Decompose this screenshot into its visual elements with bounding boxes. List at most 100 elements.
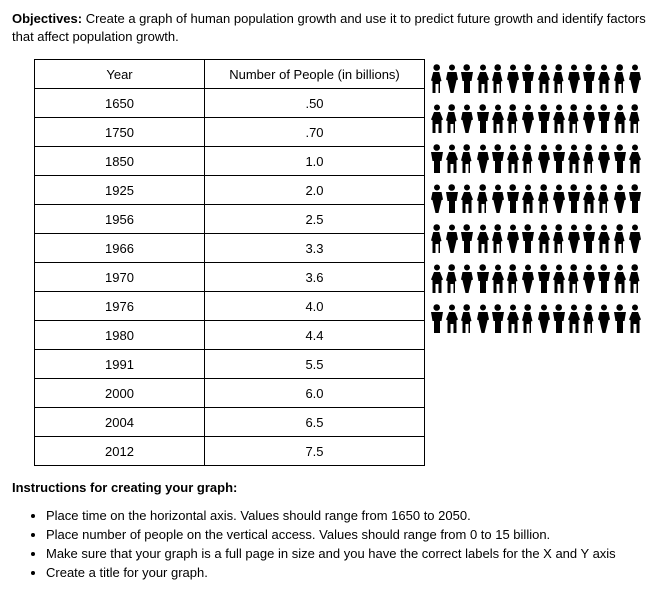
person-icon [568, 179, 580, 217]
person-icon [446, 299, 458, 337]
person-icon [629, 139, 641, 177]
cell-year: 1850 [35, 147, 205, 176]
person-icon [522, 259, 534, 297]
person-icon [431, 259, 443, 297]
objectives-paragraph: Objectives: Create a graph of human popu… [12, 10, 652, 45]
person-icon [553, 259, 565, 297]
person-icon [431, 179, 443, 217]
table-row: 1750.70 [35, 118, 425, 147]
person-icon [507, 299, 519, 337]
person-icon [538, 179, 550, 217]
person-icon [629, 259, 641, 297]
table-row: 19663.3 [35, 234, 425, 263]
person-icon [568, 139, 580, 177]
person-icon [629, 99, 641, 137]
instruction-item: Create a title for your graph. [46, 564, 652, 583]
person-icon [461, 179, 473, 217]
person-icon [522, 139, 534, 177]
person-icon [477, 59, 489, 97]
person-icon [568, 99, 580, 137]
person-icon [492, 139, 504, 177]
person-icon [461, 99, 473, 137]
table-row: 20006.0 [35, 379, 425, 408]
person-icon [507, 59, 519, 97]
objectives-label: Objectives: [12, 11, 82, 26]
person-icon [477, 99, 489, 137]
silhouette-row [431, 259, 641, 297]
person-icon [461, 259, 473, 297]
person-icon [568, 299, 580, 337]
person-icon [614, 99, 626, 137]
table-header-row: Year Number of People (in billions) [35, 60, 425, 89]
table-row: 1650.50 [35, 89, 425, 118]
person-icon [614, 299, 626, 337]
person-icon [477, 259, 489, 297]
person-icon [446, 259, 458, 297]
person-icon [492, 219, 504, 257]
person-icon [492, 299, 504, 337]
cell-year: 1925 [35, 176, 205, 205]
person-icon [461, 219, 473, 257]
person-icon [431, 139, 443, 177]
person-icon [598, 299, 610, 337]
person-icon [568, 59, 580, 97]
person-icon [583, 179, 595, 217]
table-row: 19703.6 [35, 263, 425, 292]
table-row: 19915.5 [35, 350, 425, 379]
person-icon [431, 299, 443, 337]
cell-population: 3.6 [205, 263, 425, 292]
cell-population: 2.5 [205, 205, 425, 234]
person-icon [553, 219, 565, 257]
cell-year: 1991 [35, 350, 205, 379]
person-icon [553, 179, 565, 217]
instruction-item: Place number of people on the vertical a… [46, 526, 652, 545]
person-icon [522, 299, 534, 337]
person-icon [614, 219, 626, 257]
person-icon [477, 179, 489, 217]
col-header-population: Number of People (in billions) [205, 60, 425, 89]
person-icon [583, 59, 595, 97]
cell-year: 1750 [35, 118, 205, 147]
person-icon [538, 139, 550, 177]
table-row: 19804.4 [35, 321, 425, 350]
silhouette-row [431, 219, 641, 257]
person-icon [446, 99, 458, 137]
person-icon [598, 219, 610, 257]
person-icon [461, 299, 473, 337]
person-icon [446, 219, 458, 257]
cell-population: 5.5 [205, 350, 425, 379]
person-icon [553, 99, 565, 137]
person-icon [522, 219, 534, 257]
person-icon [507, 259, 519, 297]
person-icon [538, 99, 550, 137]
cell-population: .50 [205, 89, 425, 118]
person-icon [568, 219, 580, 257]
cell-year: 1956 [35, 205, 205, 234]
person-icon [446, 139, 458, 177]
person-icon [629, 219, 641, 257]
cell-population: 6.5 [205, 408, 425, 437]
cell-year: 1650 [35, 89, 205, 118]
person-icon [522, 99, 534, 137]
cell-population: 3.3 [205, 234, 425, 263]
cell-population: .70 [205, 118, 425, 147]
person-icon [629, 299, 641, 337]
person-icon [598, 179, 610, 217]
cell-population: 4.0 [205, 292, 425, 321]
person-icon [431, 219, 443, 257]
cell-population: 6.0 [205, 379, 425, 408]
cell-population: 7.5 [205, 437, 425, 466]
silhouette-row [431, 59, 641, 97]
person-icon [492, 259, 504, 297]
person-icon [507, 219, 519, 257]
cell-year: 1976 [35, 292, 205, 321]
cell-population: 2.0 [205, 176, 425, 205]
person-icon [492, 99, 504, 137]
col-header-year: Year [35, 60, 205, 89]
table-row: 20127.5 [35, 437, 425, 466]
person-icon [583, 99, 595, 137]
silhouette-row [431, 139, 641, 177]
person-icon [614, 259, 626, 297]
instructions-title: Instructions for creating your graph: [12, 480, 652, 495]
cell-year: 2012 [35, 437, 205, 466]
